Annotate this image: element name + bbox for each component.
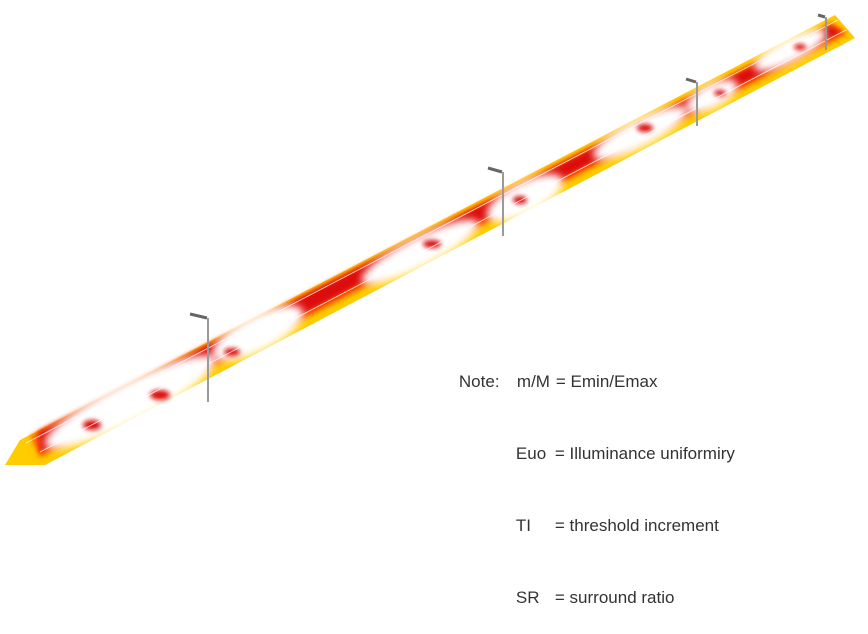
lamp-head	[189, 312, 208, 320]
speckle	[513, 196, 527, 204]
note-definition: = threshold increment	[554, 516, 719, 535]
light-poles	[189, 13, 827, 402]
note-definition: = surround ratio	[554, 588, 675, 607]
note-definition: = Emin/Emax	[555, 372, 658, 391]
illuminance-road-plot	[5, 13, 855, 465]
lane-lines	[25, 19, 847, 453]
speckle	[423, 240, 441, 248]
light-pool	[753, 28, 827, 72]
note-row: Euo = Illuminance uniformiry	[440, 418, 735, 490]
note-row: TI = threshold increment	[440, 490, 735, 562]
speckle	[637, 124, 653, 132]
light-pole	[685, 77, 698, 126]
light-pool	[686, 79, 738, 113]
lamp-head	[487, 166, 503, 174]
light-pole	[189, 312, 209, 402]
lamp-head	[817, 13, 826, 19]
note-symbol: TI	[515, 516, 532, 535]
note-prefix: Note:	[458, 372, 500, 391]
lane-line	[25, 19, 839, 444]
note-symbol: m/M	[516, 372, 550, 391]
light-pole	[487, 166, 504, 236]
lane-line	[39, 29, 847, 453]
note-symbol: SR	[515, 588, 540, 607]
note-symbol: Euo	[515, 444, 547, 463]
light-pool	[44, 355, 216, 449]
speckle	[714, 90, 726, 96]
lamp-head	[685, 77, 697, 84]
legend-note: Note: m/M = Emin/Emax Euo = Illuminance uni…	[440, 346, 735, 634]
light-pool	[212, 305, 304, 361]
note-definition: = Illuminance uniformiry	[554, 444, 735, 463]
light-pole	[817, 13, 827, 50]
note-row: Note: m/M = Emin/Emax	[440, 346, 735, 418]
note-row: SR = surround ratio	[440, 562, 735, 634]
speckle	[794, 44, 806, 50]
light-pool	[361, 219, 479, 285]
light-pool	[593, 106, 687, 160]
speckle	[150, 390, 170, 400]
